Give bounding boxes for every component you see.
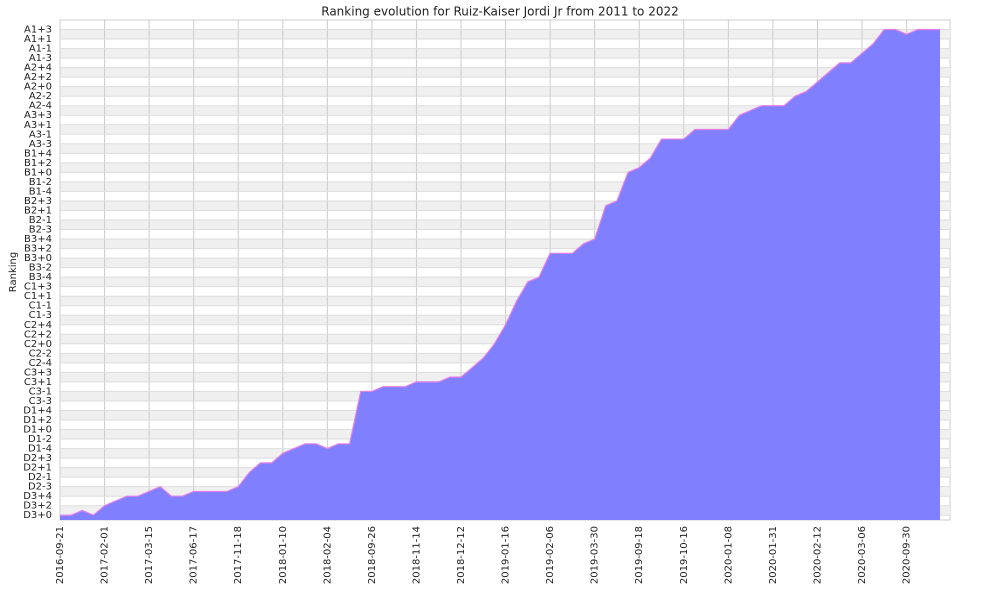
grid-stripe <box>60 220 950 230</box>
y-tick-label: A3-3 <box>29 139 52 150</box>
grid-stripe <box>60 296 950 306</box>
y-tick-label: A1-1 <box>29 44 52 55</box>
y-tick-label: C2-4 <box>29 358 52 369</box>
y-tick-label: A1+1 <box>24 34 52 45</box>
y-tick-label: B3+0 <box>24 253 52 264</box>
grid-stripe <box>60 105 950 116</box>
y-tick-label: B1-2 <box>29 177 52 188</box>
x-tick-label: 2017-03-15 <box>144 526 155 584</box>
y-tick-label: A2+4 <box>24 63 52 74</box>
y-tick-label: D2+1 <box>23 463 52 474</box>
x-tick-label: 2018-11-14 <box>411 526 422 584</box>
y-tick-label: C3-3 <box>29 396 52 407</box>
y-tick-label: A2+0 <box>24 82 52 93</box>
x-tick-label: 2019-10-16 <box>679 526 690 584</box>
x-tick-label: 2020-03-06 <box>857 526 868 584</box>
y-tick-label: D1-2 <box>28 434 52 445</box>
grid-stripe <box>60 277 950 287</box>
grid-stripe <box>60 162 950 173</box>
y-tick-label: D2-3 <box>28 482 52 493</box>
y-tick-label: C1+1 <box>24 291 52 302</box>
grid-stripe <box>60 143 950 154</box>
grid-stripe <box>60 124 950 135</box>
y-tick-label: A1+3 <box>24 25 52 36</box>
y-tick-label: C2-2 <box>29 348 52 359</box>
x-tick-label: 2020-01-08 <box>723 526 734 584</box>
x-tick-label: 2020-01-31 <box>768 526 779 584</box>
grid-stripe <box>60 258 950 268</box>
grid-stripe <box>60 29 950 40</box>
area-line <box>60 28 940 516</box>
y-tick-label: A2-4 <box>29 101 52 112</box>
x-tick-label: 2016-09-21 <box>55 526 66 584</box>
y-tick-label: D1-4 <box>28 444 52 455</box>
y-tick-label: A3+3 <box>24 110 52 121</box>
grid-stripe <box>60 67 950 78</box>
x-tick-label: 2019-01-16 <box>501 526 512 584</box>
y-tick-label: D3+2 <box>23 501 52 512</box>
y-tick-label: B3+2 <box>24 244 52 255</box>
y-tick-label: B2+3 <box>24 196 52 207</box>
x-tick-label: 2019-09-18 <box>634 526 645 584</box>
y-tick-label: C3-1 <box>29 386 52 397</box>
grid-stripe <box>60 315 950 325</box>
y-tick-label: B1-4 <box>29 186 52 197</box>
y-tick-label: B1+4 <box>24 148 52 159</box>
y-tick-label: C3+3 <box>24 367 52 378</box>
y-tick-label: C2+4 <box>24 320 52 331</box>
y-tick-label: A2+2 <box>24 72 52 83</box>
x-tick-label: 2017-06-17 <box>189 526 200 584</box>
x-tick-label: 2020-02-12 <box>812 526 823 584</box>
x-tick-label: 2020-09-30 <box>902 526 913 584</box>
y-tick-label: C2+2 <box>24 329 52 340</box>
y-tick-label: C1-1 <box>29 301 52 312</box>
x-tick-label: 2019-02-06 <box>545 526 556 584</box>
grid-stripe <box>60 181 950 192</box>
grid-stripe <box>60 200 950 211</box>
y-tick-label: D1+2 <box>23 415 52 426</box>
y-tick-label: B3-2 <box>29 263 52 274</box>
y-tick-label: B2-1 <box>29 215 52 226</box>
y-tick-label: A2-2 <box>29 91 52 102</box>
x-tick-label: 2017-02-01 <box>100 526 111 584</box>
y-tick-label: C1+3 <box>24 282 52 293</box>
grid-stripe <box>60 48 950 59</box>
y-tick-label: D1+4 <box>23 405 52 416</box>
y-tick-label: A1-3 <box>29 53 52 64</box>
y-tick-label: B3-4 <box>29 272 52 283</box>
y-tick-label: C1-3 <box>29 310 52 321</box>
area <box>60 29 940 521</box>
x-tick-label: 2018-02-04 <box>322 526 333 584</box>
x-tick-label: 2018-09-26 <box>367 526 378 584</box>
y-tick-label: D3+4 <box>23 491 52 502</box>
y-tick-label: B1+2 <box>24 158 52 169</box>
y-tick-label: D1+0 <box>23 425 52 436</box>
y-tick-label: A3+1 <box>24 120 52 131</box>
x-tick-label: 2018-12-12 <box>456 526 467 584</box>
x-tick-label: 2018-01-10 <box>278 526 289 584</box>
y-tick-label: C2+0 <box>24 339 52 350</box>
y-tick-label: C3+1 <box>24 377 52 388</box>
x-tick-label: 2019-03-30 <box>590 526 601 584</box>
grid-stripe <box>60 239 950 249</box>
y-tick-label: B2-3 <box>29 225 52 236</box>
y-tick-label: B2+1 <box>24 205 52 216</box>
y-tick-label: B1+0 <box>24 167 52 178</box>
x-tick-label: 2017-11-18 <box>233 526 244 584</box>
chart-title: Ranking evolution for Ruiz-Kaiser Jordi … <box>321 5 678 19</box>
y-tick-label: D2-1 <box>28 472 52 483</box>
y-tick-label: B3+4 <box>24 234 52 245</box>
y-tick-label: D3+0 <box>23 510 52 521</box>
y-axis-label: Ranking <box>8 252 19 292</box>
y-tick-label: D2+3 <box>23 453 52 464</box>
y-tick-label: A3-1 <box>29 129 52 140</box>
grid-stripe <box>60 86 950 97</box>
